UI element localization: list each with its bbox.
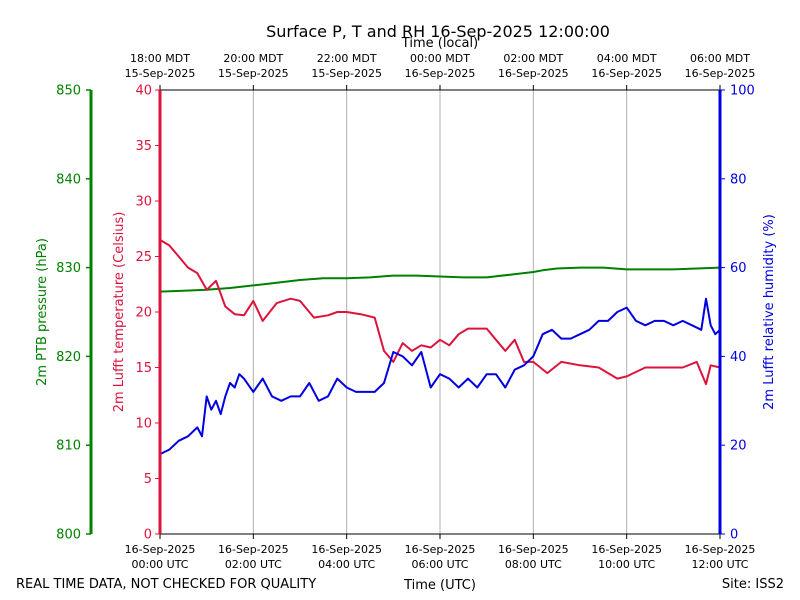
top-axis-label: Time (local) <box>401 36 478 51</box>
bottom-axis-label: Time (UTC) <box>403 578 476 593</box>
top-tick-label: 16-Sep-2025 <box>498 67 569 80</box>
temperature-tick-label: 35 <box>135 139 152 154</box>
bottom-tick-label: 16-Sep-2025 <box>218 543 289 556</box>
temperature-tick-label: 15 <box>135 361 152 376</box>
series-line-humidity <box>159 297 721 456</box>
bottom-tick-label: 12:00 UTC <box>691 558 748 571</box>
pressure-tick-label: 800 <box>56 528 81 543</box>
pressure-tick-label: 850 <box>56 84 81 99</box>
temperature-tick-label: 30 <box>135 195 152 210</box>
series-line-pressure <box>159 266 721 293</box>
bottom-tick-label: 16-Sep-2025 <box>498 543 569 556</box>
humidity-tick-label: 100 <box>730 84 755 99</box>
pressure-tick-label: 840 <box>56 172 81 187</box>
temperature-tick-label: 10 <box>135 417 152 432</box>
temperature-axis-title: 2m Lufft temperature (Celsius) <box>112 212 127 413</box>
top-tick-label: 22:00 MDT <box>317 52 377 65</box>
top-tick-label: 16-Sep-2025 <box>591 67 662 80</box>
bottom-tick-label: 16-Sep-2025 <box>591 543 662 556</box>
top-tick-label: 15-Sep-2025 <box>311 67 382 80</box>
bottom-tick-label: 08:00 UTC <box>505 558 562 571</box>
humidity-axis-title: 2m Lufft relative humidity (%) <box>762 214 777 410</box>
temperature-tick-label: 20 <box>135 306 152 321</box>
bottom-tick-label: 06:00 UTC <box>411 558 468 571</box>
humidity-tick-label: 60 <box>730 261 747 276</box>
top-tick-label: 16-Sep-2025 <box>685 67 756 80</box>
humidity-tick-label: 40 <box>730 350 747 365</box>
bottom-tick-label: 02:00 UTC <box>225 558 282 571</box>
chart-title: Surface P, T and RH 16-Sep-2025 12:00:00 <box>266 22 610 41</box>
series-line-temperature <box>159 239 721 386</box>
temperature-tick-label: 0 <box>144 528 152 543</box>
top-tick-label: 15-Sep-2025 <box>218 67 289 80</box>
bottom-tick-label: 00:00 UTC <box>131 558 188 571</box>
humidity-tick-label: 20 <box>730 439 747 454</box>
top-tick-label: 00:00 MDT <box>410 52 470 65</box>
bottom-tick-label: 10:00 UTC <box>598 558 655 571</box>
quality-disclaimer: REAL TIME DATA, NOT CHECKED FOR QUALITY <box>16 577 316 592</box>
humidity-tick-label: 80 <box>730 172 747 187</box>
temperature-tick-label: 40 <box>135 84 152 99</box>
pressure-axis-title: 2m PTB pressure (hPa) <box>35 238 50 386</box>
pressure-tick-label: 810 <box>56 439 81 454</box>
top-tick-label: 06:00 MDT <box>690 52 750 65</box>
site-label: Site: ISS2 <box>722 577 784 592</box>
bottom-tick-label: 16-Sep-2025 <box>405 543 476 556</box>
temperature-tick-label: 5 <box>144 472 152 487</box>
top-tick-label: 18:00 MDT <box>130 52 190 65</box>
temperature-tick-label: 25 <box>135 250 152 265</box>
humidity-tick-label: 0 <box>730 528 738 543</box>
bottom-tick-label: 16-Sep-2025 <box>125 543 196 556</box>
bottom-tick-label: 16-Sep-2025 <box>311 543 382 556</box>
top-tick-label: 20:00 MDT <box>223 52 283 65</box>
pressure-tick-label: 820 <box>56 350 81 365</box>
top-tick-label: 04:00 MDT <box>597 52 657 65</box>
bottom-tick-label: 16-Sep-2025 <box>685 543 756 556</box>
bottom-tick-label: 04:00 UTC <box>318 558 375 571</box>
top-tick-label: 15-Sep-2025 <box>125 67 196 80</box>
top-tick-label: 16-Sep-2025 <box>405 67 476 80</box>
top-tick-label: 02:00 MDT <box>503 52 563 65</box>
pressure-tick-label: 830 <box>56 261 81 276</box>
